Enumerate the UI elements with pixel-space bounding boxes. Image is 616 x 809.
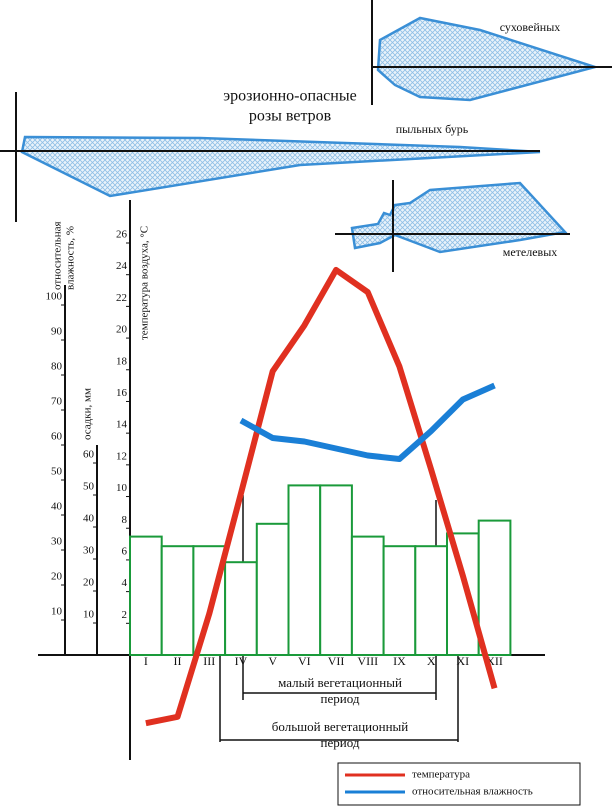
- x-tick-label: II: [174, 654, 182, 668]
- x-tick-label: III: [203, 654, 215, 668]
- y3-tick-label: 100: [46, 291, 63, 303]
- bar: [287, 484, 322, 656]
- y2-tick-label: 8: [122, 514, 128, 526]
- y3-tick-label: 20: [51, 571, 63, 583]
- x-tick-label: IX: [393, 654, 406, 668]
- bar: [446, 532, 480, 657]
- y3-label: относительная: [52, 221, 64, 290]
- y3-tick-label: 90: [51, 326, 63, 338]
- roses-title: эрозионно-опасные: [223, 88, 356, 105]
- y3-tick-label: 50: [51, 466, 63, 478]
- legend-box: [337, 762, 581, 806]
- bar: [160, 545, 195, 657]
- y2-tick-label: 26: [116, 229, 128, 241]
- y2-tick-label: 18: [116, 355, 128, 367]
- period-label: период: [321, 735, 360, 750]
- y3-tick-label: 10: [51, 606, 63, 618]
- y2-tick-label: 4: [122, 577, 128, 589]
- y2-tick-label: 20: [116, 324, 128, 336]
- y2-tick-label: 2: [122, 609, 128, 621]
- x-tick-label: I: [144, 654, 148, 668]
- bar: [350, 535, 385, 656]
- bar: [414, 545, 448, 657]
- period-label: большой вегетационный: [272, 719, 409, 734]
- y-tick-label: 40: [83, 513, 95, 525]
- rose-label: пыльных бурь: [396, 122, 469, 136]
- y-tick-label: 50: [83, 481, 95, 493]
- line: [239, 382, 496, 462]
- x-tick-label: X: [427, 654, 436, 668]
- roses-title: розы ветров: [249, 108, 332, 125]
- line: [145, 266, 498, 727]
- legend-label: относительная влажность: [412, 786, 533, 798]
- bar: [477, 519, 512, 656]
- wind-rose: метелевых: [335, 180, 570, 272]
- x-tick-label: VI: [298, 654, 311, 668]
- wind-rose: пыльных бурь: [0, 92, 541, 222]
- y2-tick-label: 6: [122, 545, 128, 557]
- x-tick-label: IV: [235, 654, 248, 668]
- y2-tick-label: 12: [116, 450, 127, 462]
- x-tick-label: V: [268, 654, 277, 668]
- bar: [129, 535, 163, 656]
- y2-tick-label: 10: [116, 482, 128, 494]
- bar: [382, 545, 417, 657]
- legend-label: температура: [412, 769, 470, 781]
- y3-label: влажность, %: [65, 226, 77, 290]
- bar: [319, 484, 353, 656]
- y3-tick-label: 30: [51, 536, 63, 548]
- y2-label: температура воздуха, °С: [139, 226, 151, 340]
- y3-tick-label: 40: [51, 501, 63, 513]
- x-tick-label: XI: [457, 654, 470, 668]
- wind-rose: суховейных: [371, 0, 612, 105]
- rose-label: метелевых: [503, 245, 558, 259]
- bar: [224, 561, 258, 657]
- y-tick-label: 60: [83, 449, 95, 461]
- y-tick-label: 30: [83, 545, 95, 557]
- y-tick-label: 20: [83, 577, 95, 589]
- y2-tick-label: 14: [116, 419, 128, 431]
- period-label: период: [321, 691, 360, 706]
- y-tick-label: 10: [83, 609, 95, 621]
- y3-tick-label: 60: [51, 431, 63, 443]
- rose-label: суховейных: [500, 20, 561, 34]
- y2-tick-label: 22: [116, 292, 127, 304]
- y3-tick-label: 70: [51, 396, 63, 408]
- y3-tick-label: 80: [51, 361, 63, 373]
- x-tick-label: VIII: [357, 654, 378, 668]
- y2-tick-label: 24: [116, 260, 128, 272]
- y-label: осадки, мм: [82, 388, 94, 440]
- bar: [255, 522, 290, 656]
- x-tick-label: VII: [328, 654, 345, 668]
- period-label: малый вегетационный: [278, 675, 402, 690]
- y2-tick-label: 16: [116, 387, 128, 399]
